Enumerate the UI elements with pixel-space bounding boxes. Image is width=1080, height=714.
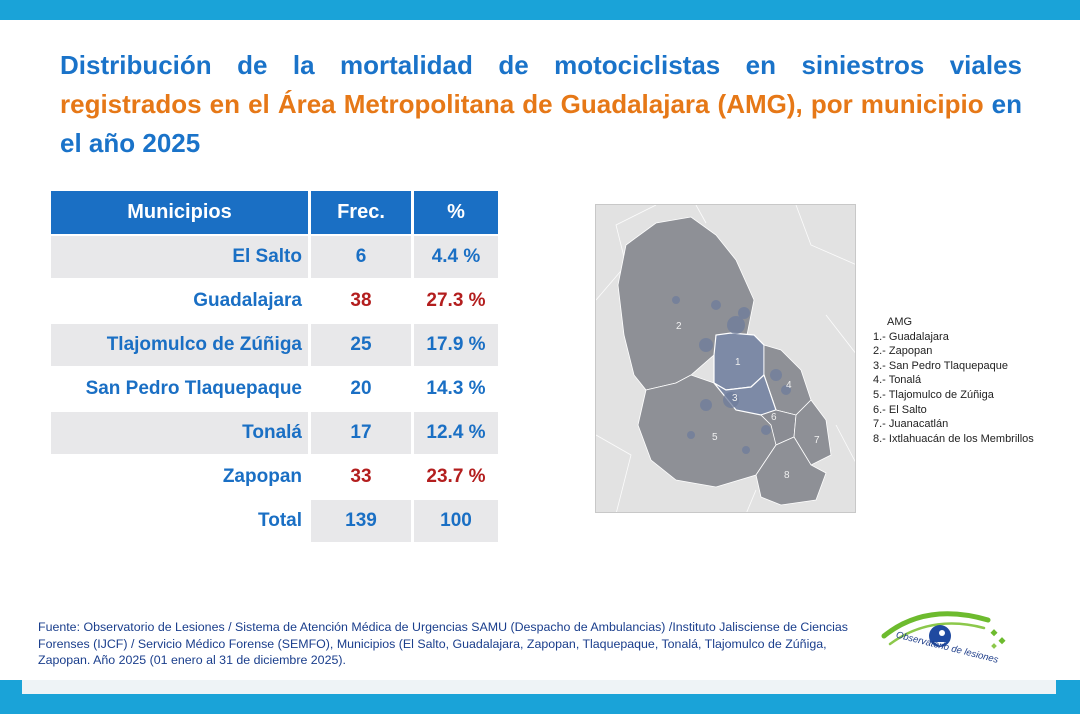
map-label-7: 7	[814, 435, 820, 446]
cell-municipio: Guadalajara	[51, 278, 308, 322]
legend-item: 5.- Tlajomulco de Zúñiga	[873, 388, 994, 401]
logo-graphic: Observatorio de lesiones	[881, 611, 1006, 666]
map-label-3: 3	[732, 393, 738, 404]
cell-pct: 17.9 %	[411, 322, 498, 366]
header-pct: %	[411, 191, 498, 234]
bottom-frame-bar	[0, 694, 1080, 714]
map-label-1: 1	[735, 357, 741, 368]
bottom-strip	[22, 680, 1056, 694]
table-row: Tlajomulco de Zúñiga 25 17.9 %	[51, 322, 498, 366]
map-label-8: 8	[784, 470, 790, 481]
map-label-5: 5	[712, 432, 718, 443]
cell-pct: 12.4 %	[411, 410, 498, 454]
legend-item: 4.- Tonalá	[873, 374, 922, 387]
map-region-tlaquepaque	[713, 373, 777, 416]
cell-municipio: Tonalá	[51, 410, 308, 454]
table-row: El Salto 6 4.4 %	[51, 234, 498, 278]
map-label-6: 6	[771, 412, 777, 423]
legend-item: 6.- El Salto	[873, 403, 927, 416]
cell-municipio: Zapopan	[51, 454, 308, 498]
cell-total-label: Total	[51, 498, 308, 542]
observatorio-logo: Observatorio de lesiones	[876, 606, 1016, 672]
top-frame-bar	[0, 0, 1080, 20]
source-note: Fuente: Observatorio de Lesiones / Siste…	[38, 620, 848, 668]
cell-municipio: Tlajomulco de Zúñiga	[51, 322, 308, 366]
title-part-4: en el año 2025	[60, 89, 1022, 158]
cell-frec: 6	[308, 234, 411, 278]
amg-map: 1 2 3 4 5 6 7 8	[595, 204, 856, 513]
cell-pct: 23.7 %	[411, 454, 498, 498]
map-label-2: 2	[676, 321, 682, 332]
legend-heading: AMG	[887, 316, 913, 328]
table-row: Zapopan 33 23.7 %	[51, 454, 498, 498]
legend-item: 8.- Ixtlahuacán de los Membrillos	[873, 432, 1034, 445]
legend-item: 3.- San Pedro Tlaquepaque	[873, 359, 1008, 372]
header-frec: Frec.	[308, 191, 411, 234]
cell-pct: 27.3 %	[411, 278, 498, 322]
cell-frec: 38	[308, 278, 411, 322]
cell-total-pct: 100	[411, 498, 498, 542]
cell-frec: 17	[308, 410, 411, 454]
legend-item: 7.- Juanacatlán	[873, 418, 949, 431]
amg-map-graphic: 1 2 3 4 5 6 7 8	[596, 205, 855, 512]
title-part-1: Distribución de la mortalidad de motocic…	[60, 50, 1022, 80]
table-row: San Pedro Tlaquepaque 20 14.3 %	[51, 366, 498, 410]
legend-item: 2.- Zapopan	[873, 345, 933, 358]
title-part-2: registrados en el Área Metropolitana de …	[60, 89, 853, 119]
cell-total-frec: 139	[308, 498, 411, 542]
cell-frec: 33	[308, 454, 411, 498]
map-region-ixtlahuacan	[755, 436, 827, 506]
cell-frec: 20	[308, 366, 411, 410]
table-row: Tonalá 17 12.4 %	[51, 410, 498, 454]
map-label-4: 4	[786, 380, 792, 391]
page-title: Distribución de la mortalidad de motocic…	[60, 46, 1022, 163]
cell-pct: 14.3 %	[411, 366, 498, 410]
cell-municipio: El Salto	[51, 234, 308, 278]
header-municipios: Municipios	[51, 191, 308, 234]
cell-pct: 4.4 %	[411, 234, 498, 278]
table-header-row: Municipios Frec. %	[51, 191, 498, 234]
legend-item: 1.- Guadalajara	[873, 330, 949, 343]
title-part-3: municipio	[860, 89, 984, 119]
mortality-table: Municipios Frec. % El Salto 6 4.4 % Guad…	[51, 191, 498, 542]
table-row: Guadalajara 38 27.3 %	[51, 278, 498, 322]
map-legend: AMG 1.- Guadalajara 2.- Zapopan 3.- San …	[873, 315, 1034, 446]
cell-municipio: San Pedro Tlaquepaque	[51, 366, 308, 410]
table-total-row: Total 139 100	[51, 498, 498, 542]
cell-frec: 25	[308, 322, 411, 366]
